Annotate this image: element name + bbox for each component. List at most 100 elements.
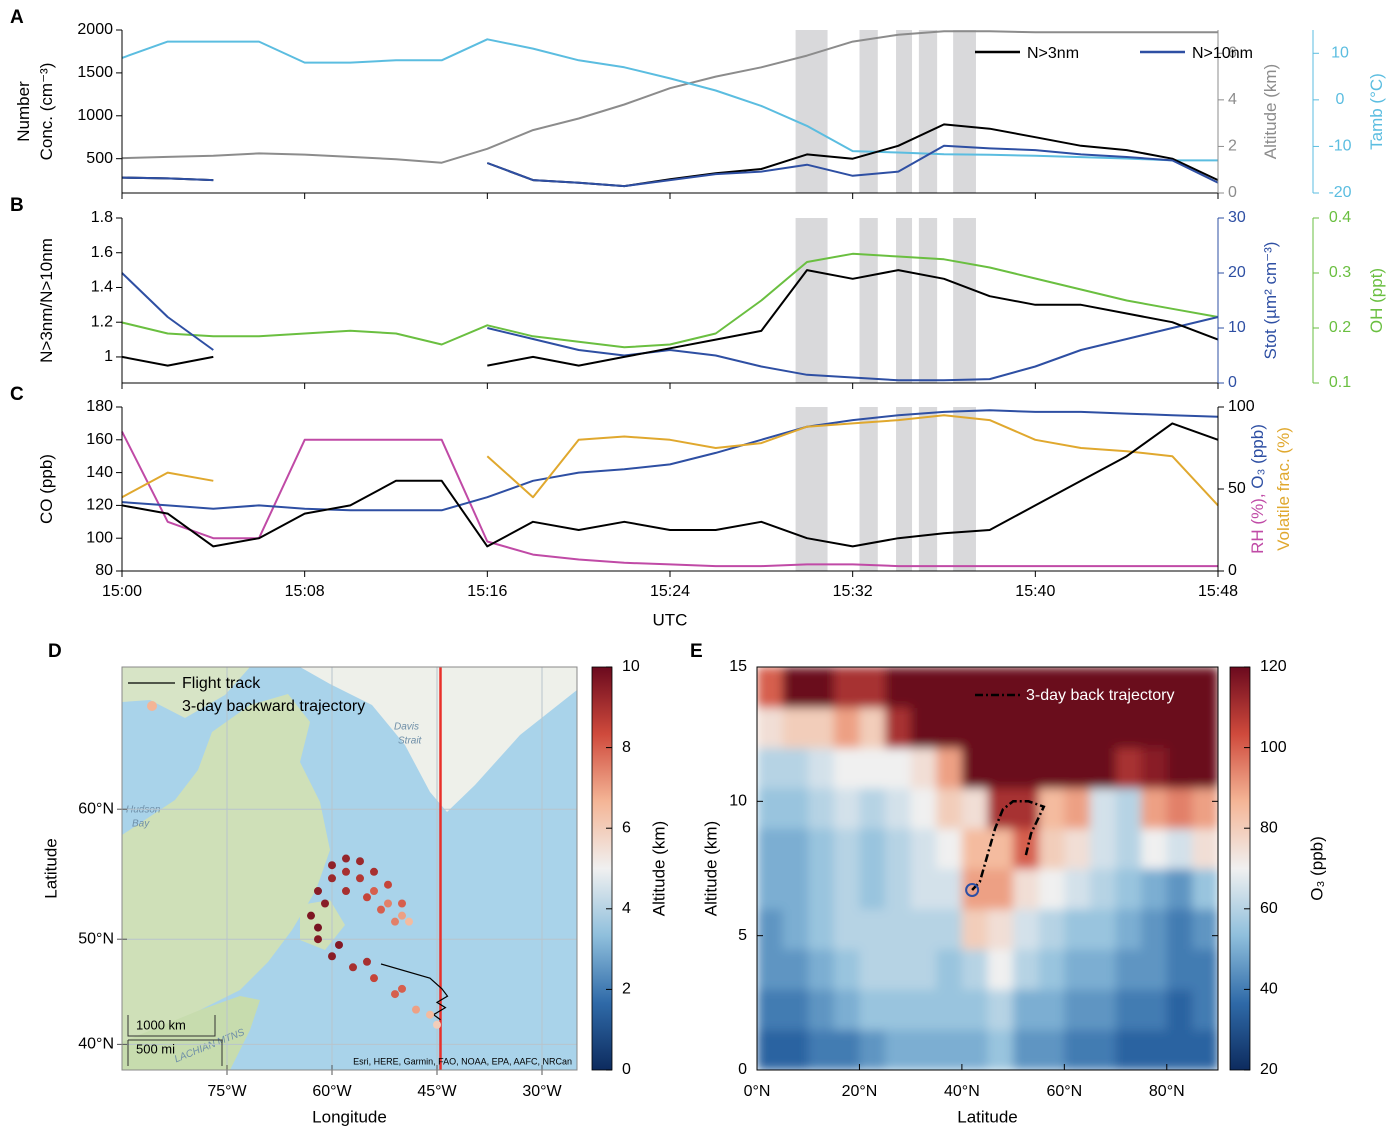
heatmap-cell — [859, 828, 885, 869]
heatmap-cell — [911, 869, 937, 910]
heatmap-cell — [962, 909, 988, 950]
x-tick-label: 0°N — [744, 1083, 771, 1100]
heatmap-cell — [988, 707, 1014, 748]
heatmap-cell — [1013, 1030, 1039, 1071]
heatmap-cell — [859, 748, 885, 789]
colorbar-tick-label: 0 — [622, 1061, 631, 1078]
colorbar-tick-label: 8 — [622, 739, 631, 756]
colorbar — [592, 667, 612, 1070]
heatmap-cell — [808, 949, 834, 990]
y-tick-label: 15 — [729, 658, 747, 675]
heatmap-cell — [911, 828, 937, 869]
page: Davis Strait Hudson Bay LACHIAN MTNS Fli… — [0, 0, 1393, 1129]
heatmap-cell — [808, 788, 834, 829]
heatmap-cell — [1090, 788, 1116, 829]
y-tick-label: 120 — [86, 497, 113, 514]
panel-letter: E — [690, 641, 703, 662]
trajectory-point — [314, 935, 322, 943]
shaded-region — [919, 30, 937, 193]
heatmap-cell — [757, 989, 783, 1030]
heatmap-cell — [1116, 869, 1142, 910]
panel-letter: A — [10, 7, 24, 28]
heatmap-cell — [1167, 949, 1193, 990]
shaded-region — [796, 407, 828, 571]
heatmap-cell — [1192, 909, 1218, 950]
y2-label-part: Altitude (km) — [1261, 64, 1280, 159]
heatmap-cell — [1192, 869, 1218, 910]
heatmap-cell — [1192, 1030, 1218, 1071]
x-tick-label: 15:16 — [467, 583, 507, 600]
heatmap-cell — [1039, 989, 1065, 1030]
heatmap-cell — [757, 909, 783, 950]
map: Davis Strait Hudson Bay LACHIAN MTNS — [122, 667, 577, 1070]
heatmap-cell — [1192, 989, 1218, 1030]
data-line — [122, 270, 1218, 366]
data-line — [122, 254, 1218, 347]
y3-tick-label: 0.1 — [1329, 374, 1351, 391]
y3-tick-label: 0.3 — [1329, 264, 1351, 281]
heatmap-cell — [1192, 748, 1218, 789]
heatmap-cell — [1013, 869, 1039, 910]
heatmap-cell — [911, 909, 937, 950]
heatmap-cell — [757, 828, 783, 869]
heatmap-cell — [885, 989, 911, 1030]
heatmap-cell — [962, 748, 988, 789]
data-line — [122, 423, 1218, 546]
heatmap-cell — [783, 1030, 809, 1071]
heatmap-cell — [783, 869, 809, 910]
heatmap-cell — [1116, 828, 1142, 869]
y3-tick-label: 0.4 — [1329, 209, 1351, 226]
y2-tick-label: 0 — [1228, 562, 1237, 579]
heatmap-cell — [1013, 949, 1039, 990]
heatmap-cell — [1167, 828, 1193, 869]
heatmap-cell — [962, 667, 988, 708]
heatmap-cell — [1064, 788, 1090, 829]
heatmap-cell — [1116, 1030, 1142, 1071]
heatmap-cell — [1013, 989, 1039, 1030]
x-tick-label: 60°W — [312, 1083, 352, 1100]
heatmap-cell — [859, 707, 885, 748]
y2-tick-label: 30 — [1228, 209, 1246, 226]
heatmap-area — [757, 667, 1219, 1071]
y2-tick-label: 10 — [1228, 319, 1246, 336]
trajectory-point — [342, 868, 350, 876]
heatmap-cell — [936, 748, 962, 789]
heatmap-cell — [1090, 1030, 1116, 1071]
legend-label: N>3nm — [1027, 45, 1079, 62]
trajectory-point — [342, 887, 350, 895]
heatmap-cell — [936, 989, 962, 1030]
heatmap-cell — [834, 949, 860, 990]
map-label: Strait — [398, 736, 423, 747]
heatmap-cell — [911, 748, 937, 789]
trajectory-point — [391, 990, 399, 998]
colorbar-tick-label: 100 — [1260, 739, 1287, 756]
trajectory-point — [426, 1011, 434, 1019]
trajectory-point — [377, 906, 385, 914]
heatmap-cell — [885, 909, 911, 950]
y-tick-label: 140 — [86, 464, 113, 481]
x-label: Latitude — [957, 1107, 1018, 1126]
y-tick-label: 80 — [95, 562, 113, 579]
colorbar-tick-label: 6 — [622, 819, 631, 836]
x-tick-label: 15:48 — [1198, 583, 1238, 600]
heatmap-cell — [1116, 707, 1142, 748]
heatmap-cell — [757, 748, 783, 789]
heatmap-cell — [1116, 748, 1142, 789]
trajectory-point — [370, 868, 378, 876]
heatmap-cell — [808, 707, 834, 748]
heatmap-cell — [1116, 989, 1142, 1030]
trajectory-point — [398, 899, 406, 907]
shaded-region — [953, 30, 976, 193]
heatmap-cell — [1141, 989, 1167, 1030]
trajectory-point — [342, 855, 350, 863]
heatmap-cell — [936, 1030, 962, 1071]
trajectory-point — [335, 941, 343, 949]
heatmap-cell — [834, 788, 860, 829]
data-line — [122, 432, 1218, 566]
heatmap-cell — [936, 869, 962, 910]
colorbar-tick-label: 80 — [1260, 819, 1278, 836]
heatmap-cell — [1167, 707, 1193, 748]
heatmap-cell — [834, 828, 860, 869]
y-tick-label: 10 — [729, 793, 747, 810]
heatmap-cell — [936, 828, 962, 869]
